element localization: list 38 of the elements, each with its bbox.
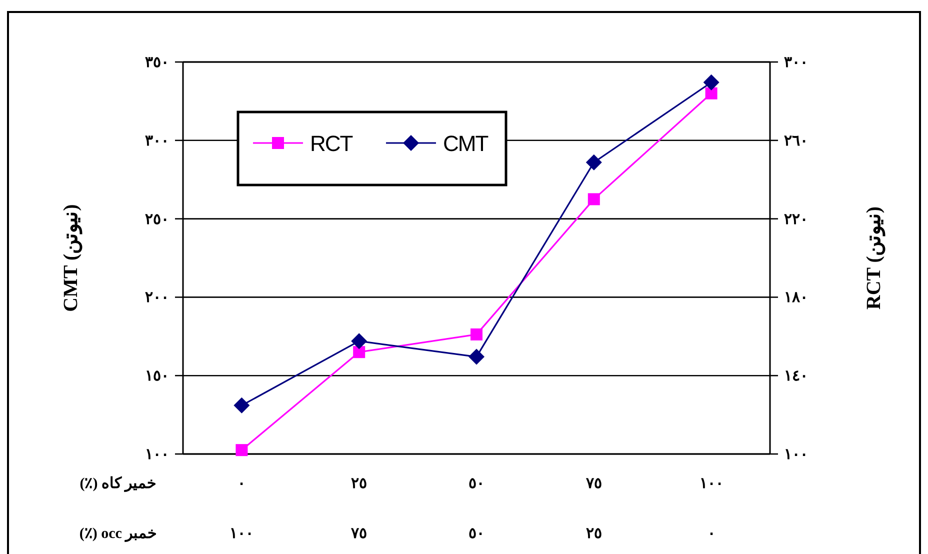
y2tick: ٢٦٠ — [784, 133, 808, 150]
annotation: ٥٠ — [468, 526, 484, 542]
y2tick: ٣٠٠ — [784, 55, 808, 71]
xtick: ٠ — [238, 476, 246, 492]
point — [236, 444, 248, 456]
annotation: خمبر occ (٪) — [79, 526, 157, 542]
annotation: ٠ — [707, 526, 716, 542]
annotation: ٧٥ — [351, 526, 368, 542]
xtick: ٧٥ — [586, 476, 602, 492]
xtick: ٢٥ — [351, 476, 368, 492]
annotation: ١٠٠ — [230, 526, 254, 542]
point — [703, 74, 720, 90]
legend-label: RCT — [310, 131, 352, 156]
point — [470, 328, 482, 340]
point — [588, 193, 600, 206]
point — [468, 348, 484, 365]
ytick: ١٥٠ — [145, 368, 169, 385]
point — [705, 87, 718, 100]
xlabel: خمیر کاه (٪) — [80, 476, 156, 492]
point — [351, 333, 368, 350]
point — [353, 346, 366, 358]
ytick: ٢٥٠ — [145, 212, 169, 228]
xtick: ١٠٠ — [699, 476, 724, 492]
annotation: ٢٥ — [586, 526, 602, 542]
y2tick: ١٤٠ — [784, 368, 808, 385]
legend-label: CMT — [443, 131, 488, 156]
y2tick: ١٨٠ — [784, 290, 808, 306]
ytick: ٣٥٠ — [145, 55, 169, 71]
xtick: ٥٠ — [468, 476, 484, 492]
ytick: ١٠٠ — [145, 447, 169, 463]
ylabel: CMT (نیوتن) — [60, 204, 82, 312]
y2label: RCT (نیوتن) — [863, 206, 885, 310]
y2tick: ١٠٠ — [784, 447, 808, 463]
point — [586, 154, 602, 170]
ytick: ٣٠٠ — [145, 133, 169, 150]
y2tick: ٢٢٠ — [784, 212, 808, 228]
ytick: ٢٠٠ — [145, 290, 169, 306]
point — [234, 397, 250, 414]
